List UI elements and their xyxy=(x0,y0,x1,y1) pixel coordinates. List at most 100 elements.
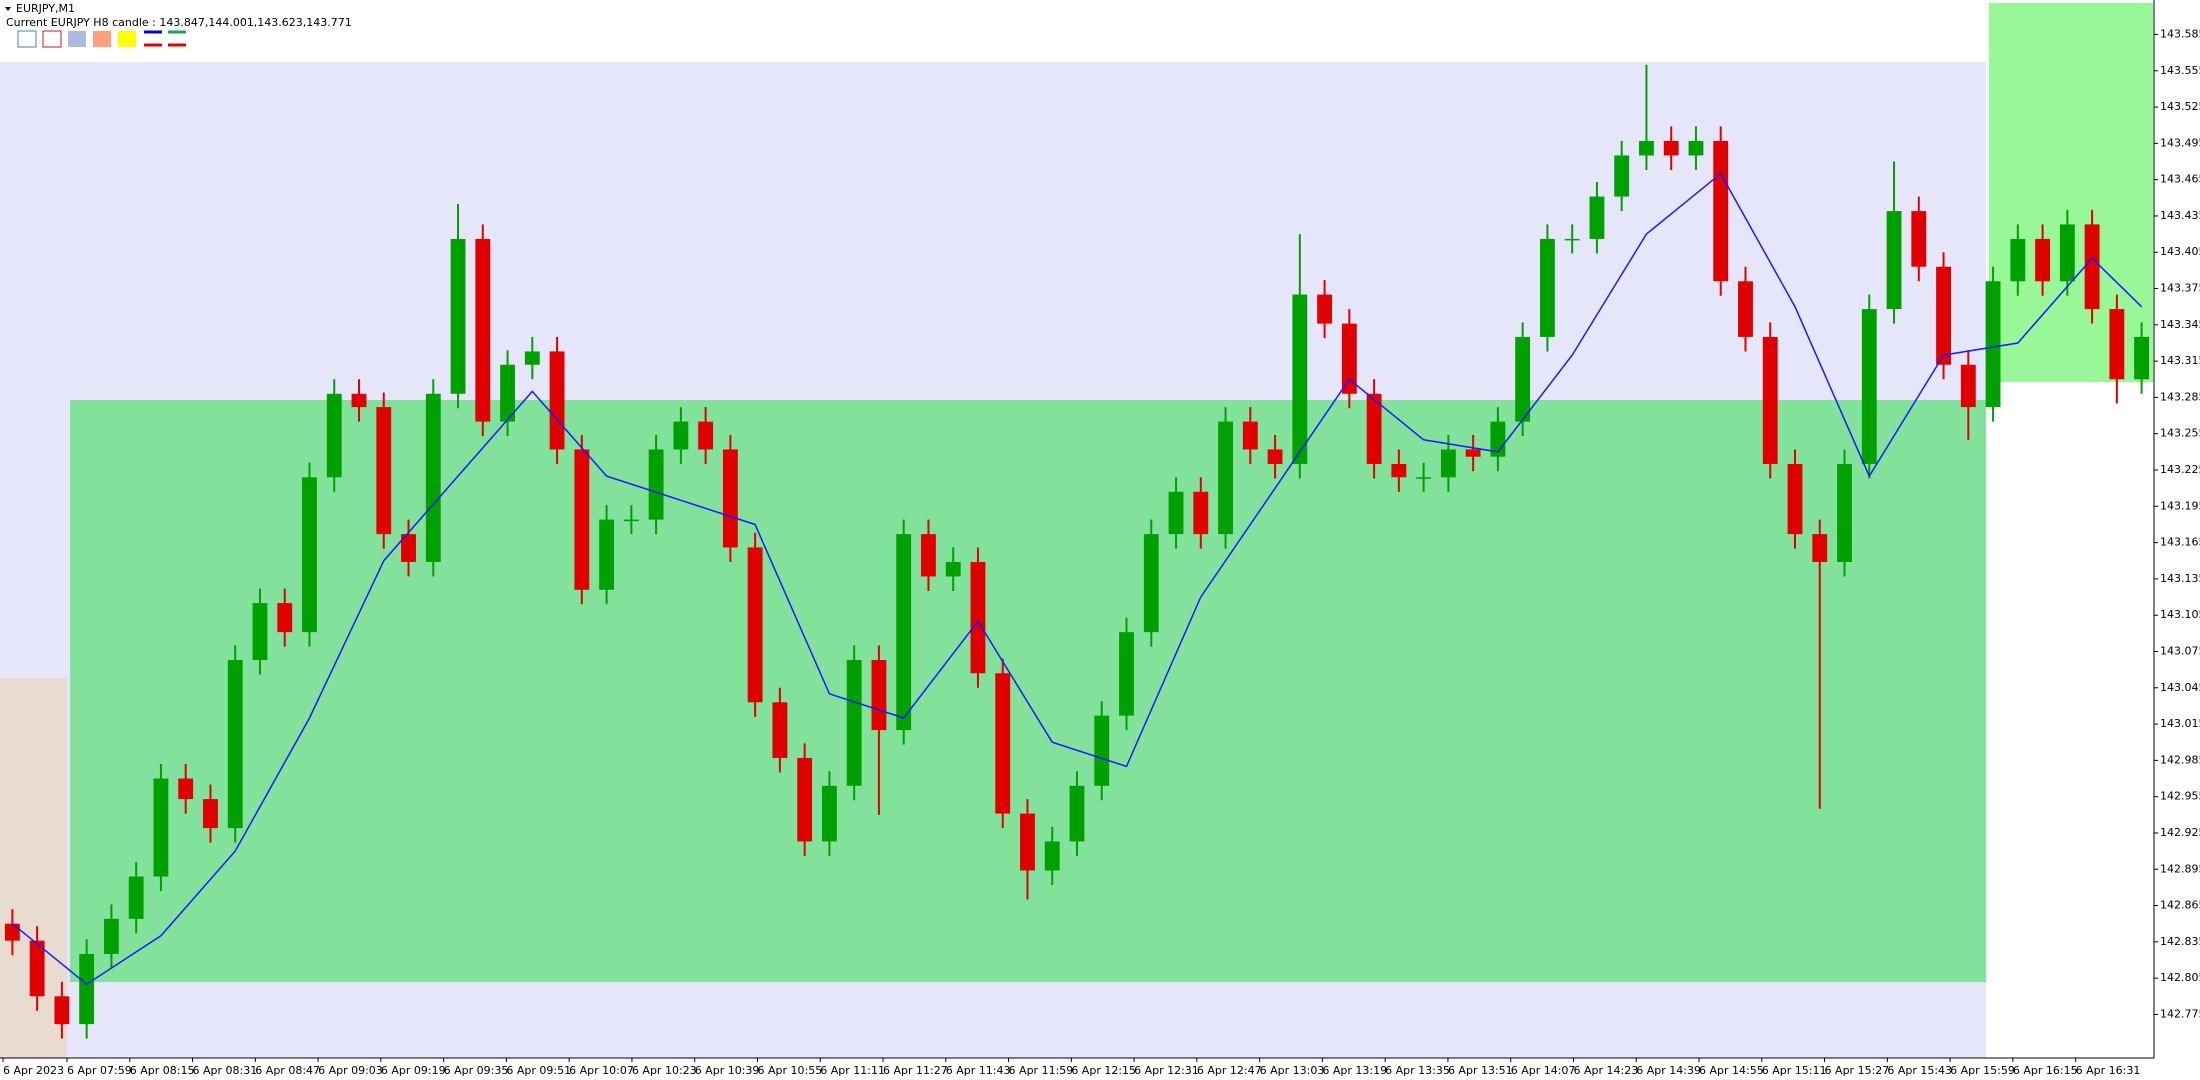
y-tick-label: 142.865 xyxy=(2160,899,2200,912)
candle-body xyxy=(797,757,813,842)
candle-body xyxy=(747,547,763,703)
x-tick-label: 6 Apr 14:39 xyxy=(1636,1064,1701,1077)
candle-body xyxy=(29,940,45,997)
candle-body xyxy=(1762,336,1778,464)
x-tick-label: 6 Apr 16:31 xyxy=(2076,1064,2141,1077)
candle-body xyxy=(1242,421,1258,450)
candle-body xyxy=(1317,294,1333,324)
candle-body xyxy=(1094,715,1110,786)
candle-body xyxy=(252,603,268,660)
x-tick-label: 6 Apr 2023 xyxy=(3,1064,64,1077)
candle-body xyxy=(1812,534,1828,562)
y-tick-label: 143.075 xyxy=(2160,644,2200,657)
x-tick-label: 6 Apr 11:11 xyxy=(820,1064,885,1077)
candle-body xyxy=(128,876,144,919)
candle-body xyxy=(871,659,887,731)
y-tick-label: 143.435 xyxy=(2160,209,2200,222)
candle-body xyxy=(1267,449,1283,464)
x-tick-label: 6 Apr 10:55 xyxy=(757,1064,822,1077)
y-tick-label: 142.925 xyxy=(2160,826,2200,839)
candle-body xyxy=(1292,294,1308,464)
candle-body xyxy=(500,364,515,422)
candle-body xyxy=(1787,463,1803,535)
x-tick-label: 6 Apr 10:39 xyxy=(695,1064,760,1077)
candle-body xyxy=(1688,140,1704,156)
legend-icon[interactable] xyxy=(17,30,37,48)
candle-body xyxy=(1886,211,1902,310)
candle-body xyxy=(1341,323,1357,394)
candle-body xyxy=(227,659,243,829)
candle-body xyxy=(2084,224,2100,310)
candle-body xyxy=(1465,449,1481,457)
y-tick-label: 142.805 xyxy=(2160,971,2200,984)
candle-body xyxy=(103,918,119,954)
y-tick-label: 142.835 xyxy=(2160,935,2200,948)
x-tick-label: 6 Apr 15:43 xyxy=(1887,1064,1952,1077)
candle-body xyxy=(153,778,169,877)
x-tick-label: 6 Apr 12:15 xyxy=(1071,1064,1136,1077)
legend-icon[interactable] xyxy=(42,30,62,48)
candle-body xyxy=(1168,491,1184,535)
candle-body xyxy=(326,393,342,478)
x-tick-label: 6 Apr 08:31 xyxy=(193,1064,258,1077)
candle-body xyxy=(1440,449,1456,478)
y-tick-label: 143.345 xyxy=(2160,318,2200,331)
candle-body xyxy=(1069,785,1085,842)
y-tick-label: 143.555 xyxy=(2160,64,2200,77)
y-tick-label: 143.315 xyxy=(2160,354,2200,367)
candle-body xyxy=(846,659,862,786)
legend-icon[interactable] xyxy=(68,31,86,47)
zone-bright-green xyxy=(1989,3,2153,382)
y-tick-label: 143.165 xyxy=(2160,536,2200,549)
candle-body xyxy=(203,799,218,829)
candle-body xyxy=(1738,281,1753,337)
chart-subtitle: Current EURJPY H8 candle : 143.847,144.0… xyxy=(6,16,352,29)
x-tick-label: 6 Apr 09:03 xyxy=(318,1064,383,1077)
x-tick-label: 6 Apr 15:59 xyxy=(1950,1064,2015,1077)
candle-body xyxy=(475,238,491,422)
moving-average xyxy=(11,172,2143,986)
candle-body xyxy=(1391,463,1407,478)
chart-title: EURJPY,M1 xyxy=(16,2,75,15)
candle-body xyxy=(524,351,540,365)
menu-arrow[interactable] xyxy=(5,7,11,11)
candle-body xyxy=(772,702,788,758)
candle-body xyxy=(1589,196,1605,239)
candle-body xyxy=(1564,238,1580,241)
y-tick-label: 143.105 xyxy=(2160,608,2200,621)
candle-body xyxy=(1044,841,1060,871)
y-tick-label: 143.015 xyxy=(2160,717,2200,730)
legend-icon[interactable] xyxy=(93,31,111,47)
y-tick-label: 142.895 xyxy=(2160,862,2200,875)
candle-body xyxy=(995,673,1011,814)
x-tick-label: 6 Apr 11:43 xyxy=(946,1064,1011,1077)
candle-body xyxy=(1639,140,1654,156)
y-tick-label: 143.465 xyxy=(2160,173,2200,186)
candle-body xyxy=(599,519,615,590)
candle-body xyxy=(722,449,738,548)
y-tick-label: 143.525 xyxy=(2160,100,2200,113)
candle-body xyxy=(277,603,293,633)
candle-body xyxy=(945,561,961,577)
x-tick-label: 6 Apr 14:07 xyxy=(1511,1064,1576,1077)
y-tick-label: 143.495 xyxy=(2160,136,2200,149)
candle-body xyxy=(1020,813,1035,871)
candle-body xyxy=(1193,491,1209,535)
candle-body xyxy=(673,421,689,450)
y-tick-label: 143.585 xyxy=(2160,27,2200,40)
x-tick-label: 6 Apr 15:11 xyxy=(1762,1064,1827,1077)
x-tick-label: 6 Apr 11:59 xyxy=(1009,1064,1074,1077)
x-tick-label: 6 Apr 10:23 xyxy=(632,1064,697,1077)
candle-body xyxy=(1515,336,1531,422)
candle-body xyxy=(425,393,441,562)
legend-icon[interactable] xyxy=(118,31,136,47)
y-tick-label: 143.405 xyxy=(2160,245,2200,258)
candle-body xyxy=(178,778,194,800)
candle-body xyxy=(921,534,936,577)
x-tick-label: 6 Apr 13:03 xyxy=(1260,1064,1325,1077)
candle-body xyxy=(1143,534,1159,633)
candle-body xyxy=(2134,336,2150,380)
x-tick-label: 6 Apr 11:27 xyxy=(883,1064,948,1077)
y-tick-label: 143.225 xyxy=(2160,463,2200,476)
